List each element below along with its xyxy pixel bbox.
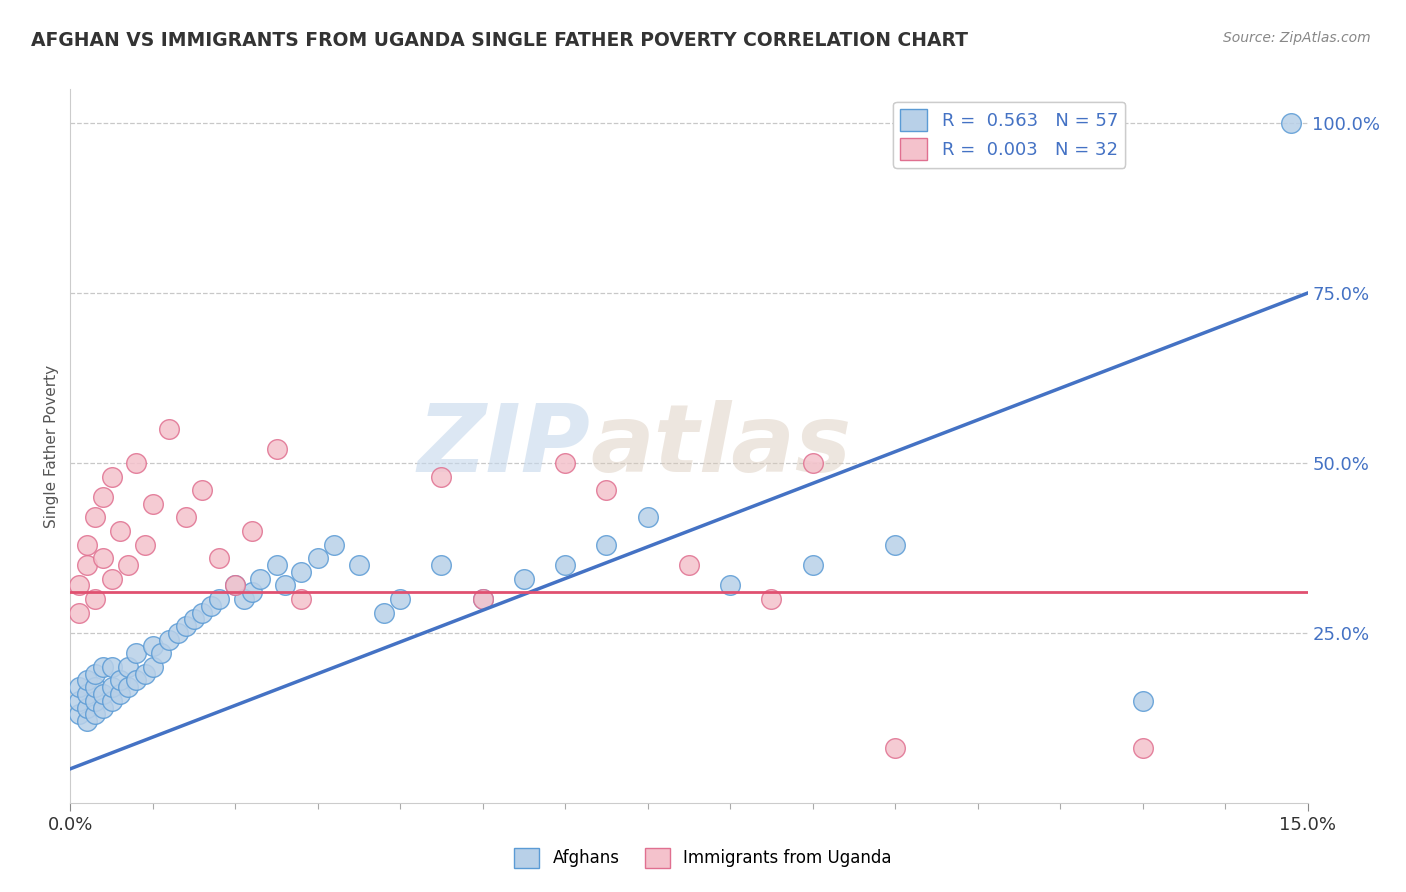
Point (117, 660, 139, 674)
Point (801, 456, 824, 470)
Legend: Afghans, Immigrants from Uganda: Afghans, Immigrants from Uganda (508, 841, 898, 875)
Point (134, 537, 156, 551)
Text: atlas: atlas (591, 400, 851, 492)
Y-axis label: Single Father Poverty: Single Father Poverty (44, 365, 59, 527)
Point (240, 585, 263, 599)
Point (323, 537, 346, 551)
Point (150, 646, 173, 660)
Point (884, 741, 907, 756)
Text: Source: ZipAtlas.com: Source: ZipAtlas.com (1223, 31, 1371, 45)
Point (191, 606, 214, 620)
Point (637, 510, 659, 524)
Point (84, 680, 107, 694)
Point (157, 632, 180, 647)
Point (108, 687, 131, 701)
Point (430, 469, 453, 483)
Point (1132, 694, 1154, 708)
Point (76, 537, 98, 551)
Point (1279, 116, 1302, 130)
Point (76, 687, 98, 701)
Point (76, 558, 98, 572)
Point (76, 700, 98, 714)
Point (266, 442, 288, 457)
Point (208, 591, 231, 606)
Point (884, 537, 907, 551)
Point (274, 578, 297, 592)
Point (266, 558, 288, 572)
Point (84, 707, 107, 722)
Point (100, 572, 122, 586)
Point (91, 551, 114, 566)
Point (157, 422, 180, 436)
Point (513, 572, 536, 586)
Point (84, 666, 107, 681)
Point (67, 694, 90, 708)
Point (249, 572, 271, 586)
Point (125, 673, 148, 688)
Point (554, 558, 576, 572)
Point (224, 578, 246, 592)
Text: ZIP: ZIP (418, 400, 591, 492)
Point (67, 707, 90, 722)
Point (142, 660, 165, 674)
Point (718, 578, 741, 592)
Point (389, 591, 412, 606)
Point (430, 558, 453, 572)
Point (347, 558, 370, 572)
Text: AFGHAN VS IMMIGRANTS FROM UGANDA SINGLE FATHER POVERTY CORRELATION CHART: AFGHAN VS IMMIGRANTS FROM UGANDA SINGLE … (31, 31, 967, 50)
Point (142, 497, 165, 511)
Point (67, 680, 90, 694)
Point (125, 456, 148, 470)
Point (91, 700, 114, 714)
Point (761, 591, 783, 606)
Point (471, 591, 494, 606)
Point (232, 591, 254, 606)
Point (100, 660, 122, 674)
Point (125, 646, 148, 660)
Point (84, 591, 107, 606)
Point (117, 558, 139, 572)
Point (290, 591, 312, 606)
Point (100, 680, 122, 694)
Point (224, 578, 246, 592)
Point (134, 666, 156, 681)
Point (174, 619, 197, 633)
Point (307, 551, 329, 566)
Point (471, 591, 494, 606)
Point (91, 687, 114, 701)
Point (117, 680, 139, 694)
Point (84, 510, 107, 524)
Point (67, 606, 90, 620)
Point (1132, 741, 1154, 756)
Point (208, 551, 231, 566)
Point (240, 524, 263, 538)
Point (290, 565, 312, 579)
Point (91, 490, 114, 504)
Point (91, 660, 114, 674)
Point (595, 483, 617, 498)
Point (76, 673, 98, 688)
Point (678, 558, 700, 572)
Point (166, 626, 188, 640)
Point (100, 469, 122, 483)
Point (108, 673, 131, 688)
Point (191, 483, 214, 498)
Point (100, 694, 122, 708)
Point (595, 537, 617, 551)
Point (174, 510, 197, 524)
Point (373, 606, 395, 620)
Point (200, 599, 222, 613)
Point (554, 456, 576, 470)
Point (108, 524, 131, 538)
Point (76, 714, 98, 729)
Point (67, 578, 90, 592)
Point (801, 558, 824, 572)
Point (142, 640, 165, 654)
Point (183, 612, 205, 626)
Point (84, 694, 107, 708)
Legend: R =  0.563   N = 57, R =  0.003   N = 32: R = 0.563 N = 57, R = 0.003 N = 32 (893, 102, 1125, 168)
